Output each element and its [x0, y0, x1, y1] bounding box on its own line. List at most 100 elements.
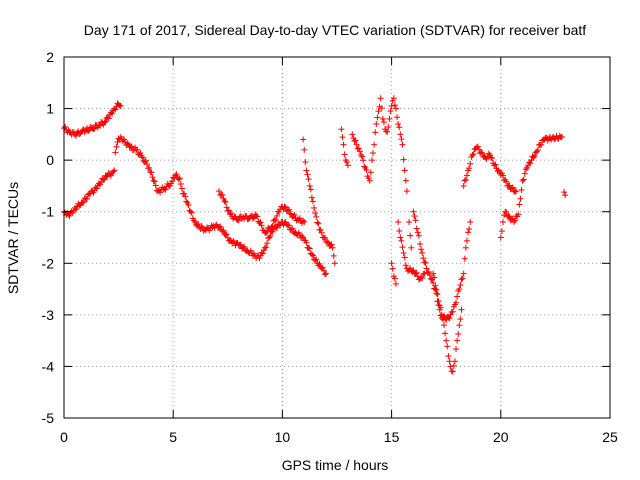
data-point — [257, 219, 264, 226]
data-point — [456, 286, 463, 293]
data-point — [319, 264, 326, 271]
data-point — [454, 293, 461, 300]
data-point — [178, 185, 185, 192]
data-point — [407, 265, 414, 272]
y-tick-label: -4 — [42, 358, 55, 374]
data-point — [296, 215, 303, 222]
data-point — [190, 217, 197, 224]
data-point — [461, 177, 468, 184]
data-point — [489, 155, 496, 162]
data-point — [317, 226, 324, 233]
data-point — [221, 198, 228, 205]
data-point — [457, 316, 464, 323]
data-point — [340, 141, 347, 148]
data-point — [73, 132, 80, 139]
data-point — [520, 176, 527, 183]
y-tick-label: -2 — [42, 255, 55, 271]
data-point — [285, 222, 292, 229]
data-point — [355, 145, 362, 152]
data-point — [430, 270, 437, 277]
data-point — [282, 204, 289, 211]
data-point — [427, 275, 434, 282]
data-point — [399, 141, 406, 148]
data-point — [324, 238, 331, 245]
data-point — [388, 260, 395, 267]
data-point — [309, 198, 316, 205]
data-point — [301, 146, 308, 153]
data-point — [182, 193, 189, 200]
chart-title: Day 171 of 2017, Sidereal Day-to-day VTE… — [84, 22, 587, 38]
data-point — [422, 259, 429, 266]
data-point — [249, 215, 256, 222]
data-point — [449, 308, 456, 315]
data-point — [455, 330, 462, 337]
data-point — [303, 239, 310, 246]
data-point — [111, 167, 118, 174]
data-point — [450, 362, 457, 369]
data-point — [302, 159, 309, 166]
data-point — [448, 368, 455, 375]
data-point — [469, 151, 476, 158]
data-point — [395, 121, 402, 128]
data-point — [187, 208, 194, 215]
data-point — [524, 164, 531, 171]
data-point — [460, 270, 467, 277]
data-point — [406, 219, 413, 226]
data-point — [352, 137, 359, 144]
data-point — [306, 245, 313, 252]
data-point — [475, 146, 482, 153]
data-point — [267, 233, 274, 240]
data-point — [446, 358, 453, 365]
data-point — [315, 220, 322, 227]
data-point — [378, 105, 385, 112]
data-point — [451, 358, 458, 365]
data-point — [223, 204, 230, 211]
data-point — [458, 276, 465, 283]
data-point — [410, 267, 417, 274]
data-point — [419, 249, 426, 256]
data-point — [511, 217, 518, 224]
y-axis-label: SDTVAR / TECUs — [5, 182, 21, 294]
data-point — [261, 244, 268, 251]
data-point — [384, 128, 391, 135]
data-point — [463, 237, 470, 244]
data-point — [304, 171, 311, 178]
data-point — [479, 150, 486, 157]
data-point — [413, 269, 420, 276]
data-point — [113, 143, 120, 150]
data-point — [432, 282, 439, 289]
data-point — [338, 126, 345, 133]
data-point — [447, 311, 454, 318]
data-point — [401, 254, 408, 261]
data-point — [531, 152, 538, 159]
data-point — [372, 129, 379, 136]
data-point — [134, 146, 141, 153]
data-point — [403, 188, 410, 195]
data-point — [407, 232, 414, 239]
data-point — [420, 255, 427, 262]
data-point — [421, 259, 428, 266]
data-point — [306, 182, 313, 189]
data-point — [411, 213, 418, 220]
data-point — [263, 244, 270, 251]
data-point — [561, 189, 568, 196]
data-point — [402, 177, 409, 184]
data-point — [308, 251, 315, 258]
data-point — [505, 212, 512, 219]
y-tick-label: 2 — [46, 49, 54, 65]
data-point — [366, 177, 373, 184]
data-point — [176, 175, 183, 182]
data-point — [466, 225, 473, 232]
data-point — [328, 241, 335, 248]
data-point — [152, 182, 159, 189]
data-point — [442, 330, 449, 337]
y-tick-labels: 2 1 0 -1 -2 -3 -4 -5 — [42, 49, 55, 426]
data-point — [321, 234, 328, 241]
data-point — [307, 186, 314, 193]
data-point — [400, 156, 407, 163]
data-point — [470, 151, 477, 158]
data-point — [341, 151, 348, 158]
data-point — [416, 240, 423, 247]
data-point — [85, 127, 92, 134]
